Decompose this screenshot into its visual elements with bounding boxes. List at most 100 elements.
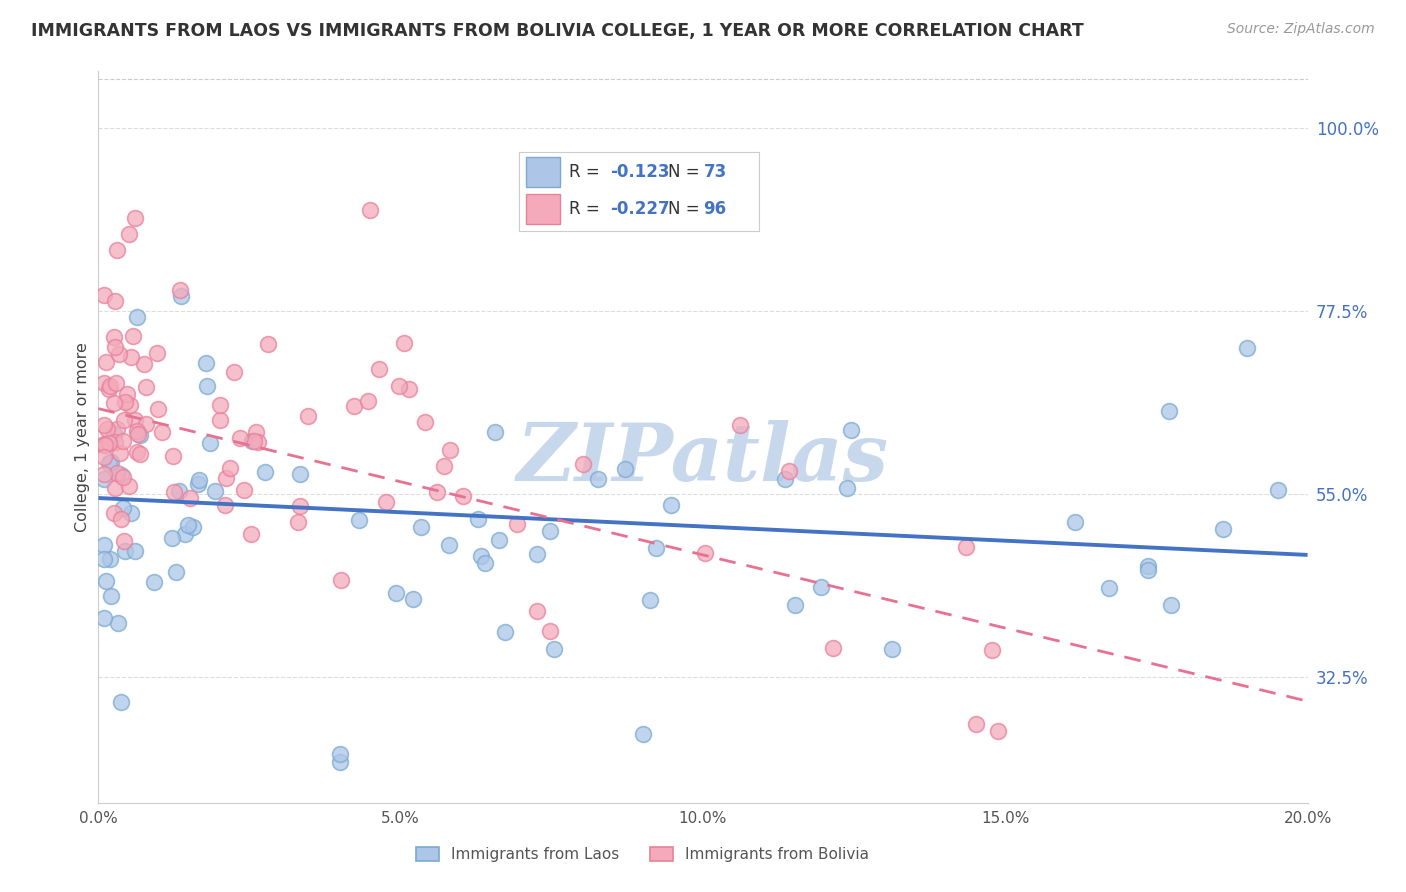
Point: [783, 598, 806, 612]
Point: [162, 449, 184, 463]
Point: [329, 747, 352, 761]
Point: [143, 574, 166, 589]
Point: [118, 479, 141, 493]
Point: [526, 547, 548, 561]
Point: [1212, 522, 1234, 536]
Text: Source: ZipAtlas.com: Source: ZipAtlas.com: [1227, 22, 1375, 37]
Point: [103, 427, 125, 442]
Point: [778, 464, 800, 478]
Point: [127, 427, 149, 442]
Point: [129, 447, 152, 461]
Point: [120, 399, 142, 413]
Point: [343, 400, 366, 414]
Point: [135, 380, 157, 394]
Point: [177, 518, 200, 533]
Point: [100, 589, 122, 603]
Point: [394, 336, 416, 351]
Point: [173, 526, 195, 541]
Point: [882, 641, 904, 656]
Point: [125, 425, 148, 439]
Point: [93, 450, 115, 465]
Text: -0.227: -0.227: [610, 201, 669, 219]
Point: [415, 415, 437, 429]
Point: [104, 434, 127, 449]
Legend: Immigrants from Laos, Immigrants from Bolivia: Immigrants from Laos, Immigrants from Bo…: [411, 841, 875, 868]
Point: [98, 379, 121, 393]
Point: [150, 425, 173, 439]
Point: [245, 425, 267, 439]
Point: [538, 624, 561, 639]
Point: [411, 520, 433, 534]
Text: 96: 96: [703, 201, 727, 219]
Point: [214, 499, 236, 513]
Point: [198, 435, 221, 450]
Point: [98, 436, 121, 450]
Text: -0.123: -0.123: [610, 163, 669, 181]
Point: [125, 444, 148, 458]
Text: R =: R =: [569, 201, 606, 219]
Point: [1236, 341, 1258, 355]
Point: [104, 376, 127, 390]
Point: [93, 467, 115, 481]
Point: [187, 473, 209, 487]
Point: [108, 446, 131, 460]
Point: [93, 436, 115, 450]
Point: [148, 401, 170, 416]
Point: [169, 283, 191, 297]
Point: [439, 442, 461, 457]
Point: [1063, 516, 1085, 530]
Text: 73: 73: [703, 163, 727, 181]
Point: [146, 346, 169, 360]
Text: N =: N =: [668, 201, 704, 219]
Point: [125, 310, 148, 325]
Point: [288, 499, 311, 513]
Point: [114, 544, 136, 558]
Text: ZIPatlas: ZIPatlas: [517, 420, 889, 498]
Point: [118, 227, 141, 241]
Point: [239, 527, 262, 541]
Point: [112, 413, 135, 427]
Point: [965, 717, 987, 731]
Point: [100, 455, 122, 469]
Point: [93, 472, 115, 486]
Point: [1267, 483, 1289, 497]
Point: [93, 376, 115, 390]
Point: [360, 202, 382, 217]
Point: [120, 507, 142, 521]
Point: [631, 727, 654, 741]
Point: [110, 512, 132, 526]
Point: [821, 640, 844, 655]
Point: [97, 456, 120, 470]
Point: [104, 294, 127, 309]
Y-axis label: College, 1 year or more: College, 1 year or more: [75, 343, 90, 532]
Point: [96, 422, 118, 436]
Point: [494, 625, 516, 640]
Point: [124, 544, 146, 558]
Point: [93, 438, 115, 452]
Point: [297, 409, 319, 423]
Point: [233, 483, 256, 497]
Point: [572, 457, 595, 471]
Point: [93, 418, 115, 433]
Point: [104, 481, 127, 495]
Point: [103, 507, 125, 521]
Point: [243, 434, 266, 448]
Point: [368, 362, 391, 376]
Point: [290, 467, 312, 482]
Point: [122, 329, 145, 343]
Point: [208, 413, 231, 427]
Point: [1160, 598, 1182, 612]
Point: [613, 462, 636, 476]
Point: [433, 459, 456, 474]
Point: [162, 532, 184, 546]
Point: [105, 243, 128, 257]
Text: IMMIGRANTS FROM LAOS VS IMMIGRANTS FROM BOLIVIA COLLEGE, 1 YEAR OR MORE CORRELAT: IMMIGRANTS FROM LAOS VS IMMIGRANTS FROM …: [31, 22, 1084, 40]
Point: [187, 477, 209, 491]
Point: [219, 461, 242, 475]
Point: [543, 641, 565, 656]
Text: R =: R =: [569, 163, 606, 181]
Point: [467, 512, 489, 526]
Point: [247, 435, 270, 450]
Point: [586, 472, 609, 486]
Point: [1137, 559, 1160, 574]
